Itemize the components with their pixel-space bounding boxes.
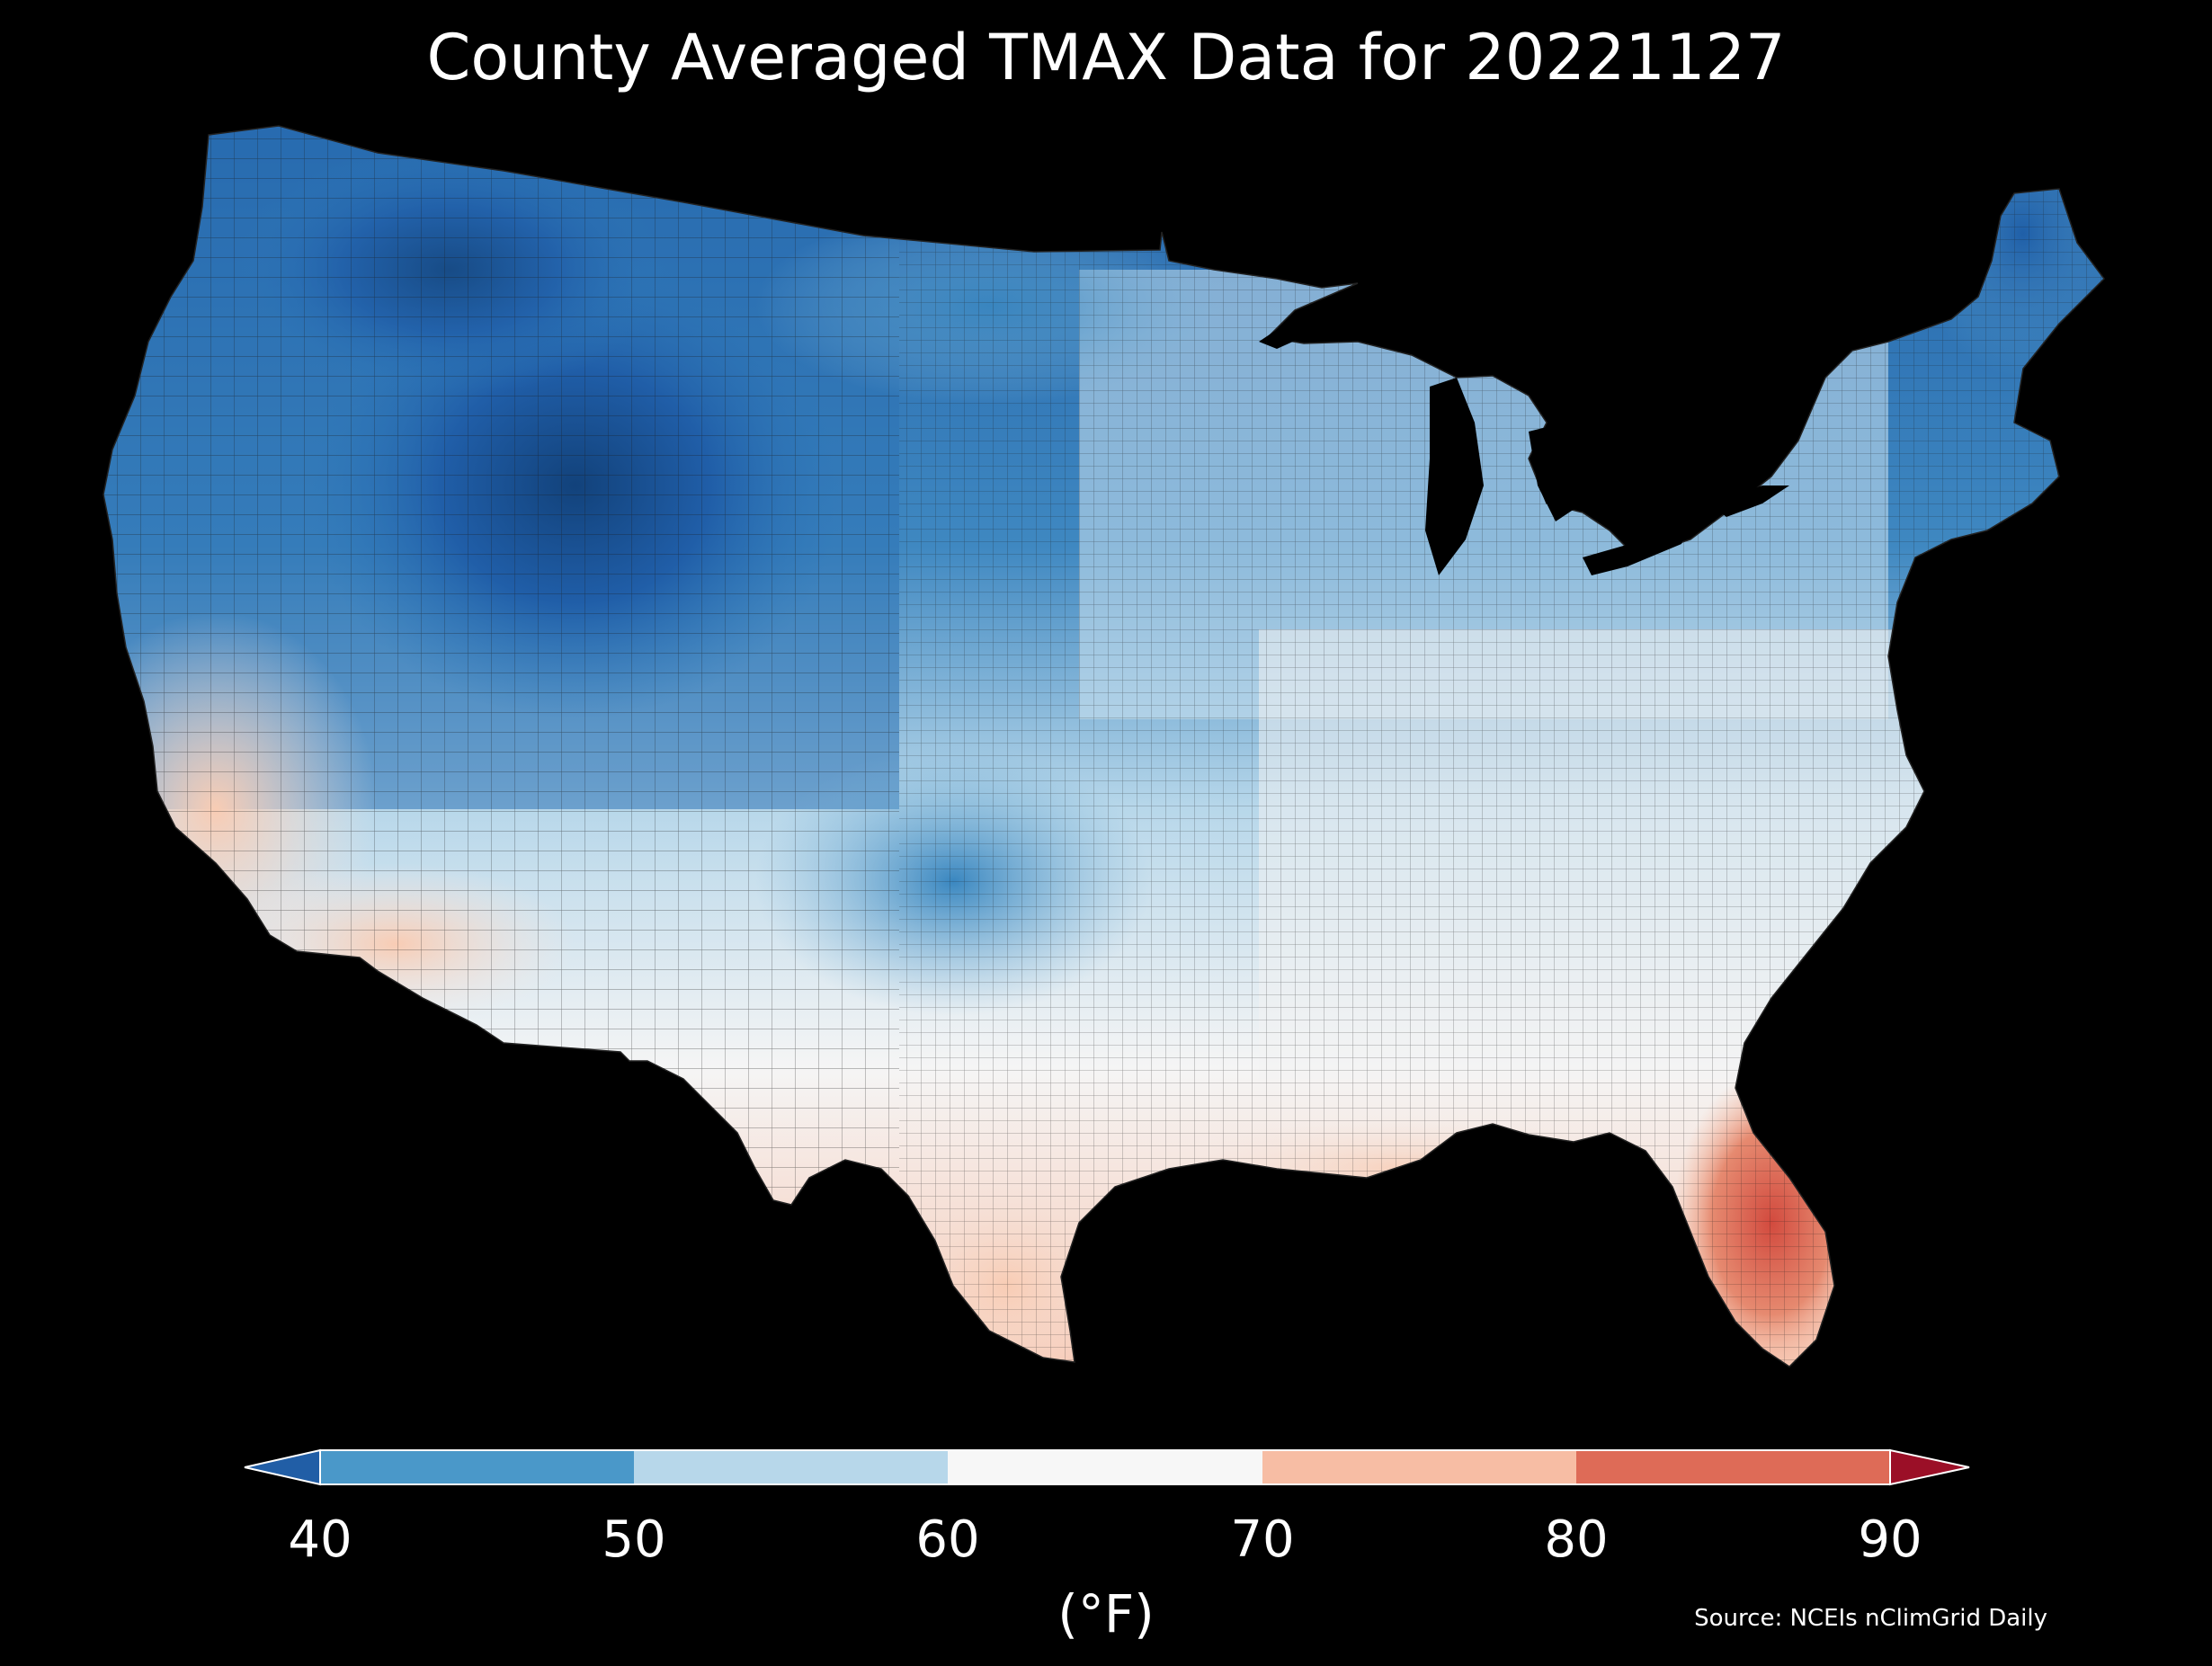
colorbar-tick-60: 60 xyxy=(915,1510,980,1569)
colorbar-bin-80-90 xyxy=(1576,1450,1890,1484)
colorbar-bin-40-50 xyxy=(320,1450,634,1484)
colorbar-tick-70: 70 xyxy=(1230,1510,1295,1569)
colorbar-bin-60-70 xyxy=(948,1450,1262,1484)
source-credit: Source: NCEIs nClimGrid Daily xyxy=(1694,1605,2047,1632)
colorbar-bin-50-60 xyxy=(634,1450,948,1484)
colorbar-tick-40: 40 xyxy=(288,1510,352,1569)
map-title: County Averaged TMAX Data for 20221127 xyxy=(426,21,1786,94)
us-county-map xyxy=(103,125,2105,1368)
great-lakes xyxy=(1259,290,1789,575)
colorbar-tick-50: 50 xyxy=(602,1510,666,1569)
colorbar-under-arrow xyxy=(244,1448,321,1486)
colorbar-unit-label: (°F) xyxy=(1057,1583,1155,1644)
colorbar-bin-70-80 xyxy=(1262,1450,1576,1484)
colorbar-over-arrow xyxy=(1889,1448,1970,1486)
colorbar-tick-80: 80 xyxy=(1544,1510,1609,1569)
colorbar xyxy=(0,1430,2212,1537)
colorbar-tick-90: 90 xyxy=(1858,1510,1922,1569)
